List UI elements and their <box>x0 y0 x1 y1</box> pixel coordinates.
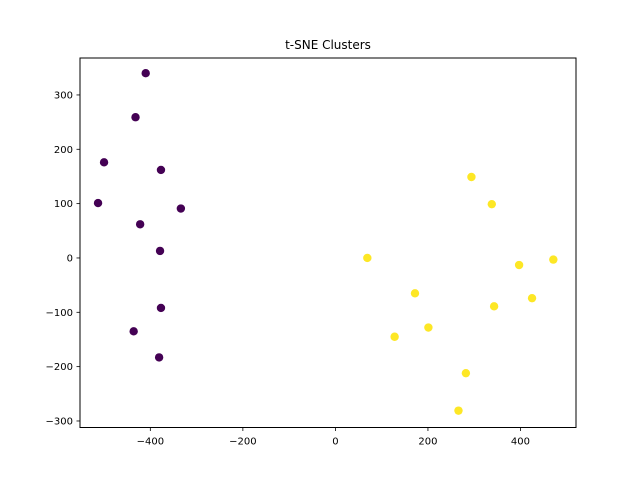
data-point <box>467 172 476 182</box>
data-point <box>390 332 399 341</box>
data-point <box>514 260 524 270</box>
y-tick-label: −200 <box>46 362 73 373</box>
x-tick-label: 400 <box>511 437 530 448</box>
y-tick-label: −100 <box>46 308 73 319</box>
data-point <box>454 406 463 415</box>
data-point <box>461 368 471 378</box>
data-point <box>129 327 138 336</box>
x-tick-label: −200 <box>229 437 256 448</box>
data-point <box>549 255 558 264</box>
data-point <box>487 199 496 209</box>
data-point <box>489 302 499 311</box>
data-point <box>424 323 433 332</box>
y-tick-label: 100 <box>54 199 73 210</box>
x-tick-label: 0 <box>332 437 338 448</box>
data-point <box>131 113 140 122</box>
chart-title: t-SNE Clusters <box>285 38 371 52</box>
data-point <box>156 303 166 313</box>
data-point <box>176 204 186 213</box>
points-layer <box>93 69 558 415</box>
data-point <box>156 165 166 175</box>
y-tick-label: −300 <box>46 416 73 427</box>
data-point <box>93 198 103 208</box>
data-point <box>141 69 150 78</box>
data-point <box>410 289 420 298</box>
data-point <box>155 246 165 256</box>
y-axis: −300 −200 −100 0 100 200 300 <box>46 90 80 427</box>
data-point <box>135 220 145 229</box>
data-point <box>527 293 537 303</box>
plot-frame <box>79 57 577 428</box>
y-tick-label: 200 <box>54 145 73 156</box>
y-tick-label: 0 <box>67 253 73 264</box>
data-point <box>154 353 164 362</box>
x-tick-label: 200 <box>418 437 437 448</box>
x-axis: −400 −200 0 200 400 <box>137 427 530 448</box>
data-point <box>99 158 109 167</box>
data-point <box>363 253 372 263</box>
y-tick-label: 300 <box>54 90 73 101</box>
x-tick-label: −400 <box>137 437 164 448</box>
